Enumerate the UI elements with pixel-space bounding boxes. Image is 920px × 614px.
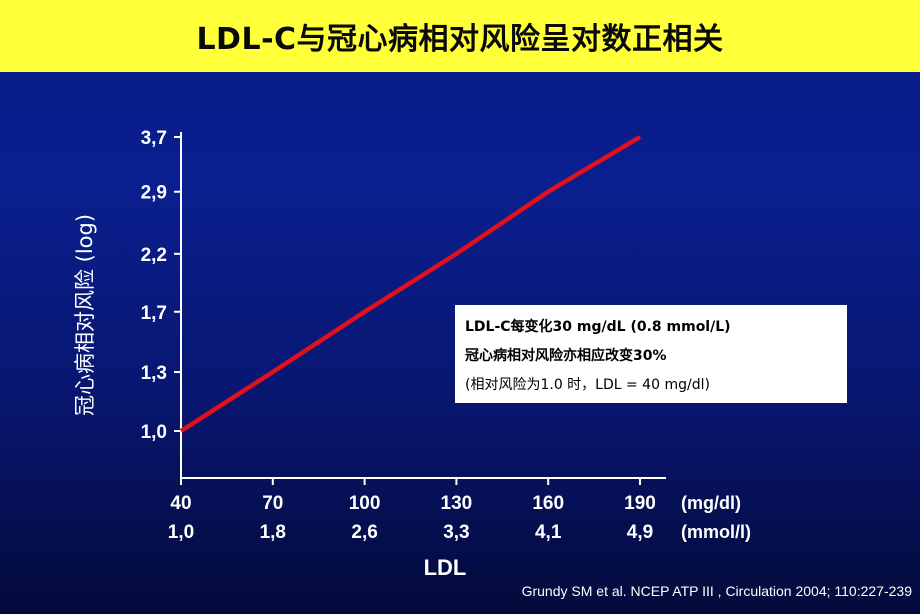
y-tick-label: 1,7 bbox=[141, 303, 167, 324]
y-tick-label: 2,9 bbox=[141, 183, 167, 204]
annotation-line-2: 冠心病相对风险亦相应改变30% bbox=[465, 348, 667, 364]
x-tick-label-mmol: 1,0 bbox=[168, 522, 194, 543]
x-tick-label-mgdl: 100 bbox=[349, 493, 381, 514]
annotation-box: LDL-C每变化30 mg/dL (0.8 mmol/L) 冠心病相对风险亦相应… bbox=[455, 305, 847, 403]
y-axis-title: 冠心病相对风险 (log) bbox=[73, 214, 97, 416]
x-tick-label-mmol: 4,9 bbox=[627, 522, 653, 543]
x-tick-label-mmol: 2,6 bbox=[351, 522, 377, 543]
y-tick-label: 3,7 bbox=[141, 128, 167, 149]
y-axis: 1,0 1,3 1,7 2,2 2,9 3,7 bbox=[141, 128, 182, 478]
x-tick-label-mgdl: 40 bbox=[170, 493, 191, 514]
x-tick-label-mmol: 3,3 bbox=[443, 522, 469, 543]
citation: Grundy SM et al. NCEP ATP III , Circulat… bbox=[522, 583, 913, 599]
x-tick-label-mgdl: 130 bbox=[441, 493, 473, 514]
series-group bbox=[179, 135, 642, 433]
x-unit-mmol: (mmol/l) bbox=[681, 522, 751, 542]
x-tick-label-mmol: 1,8 bbox=[260, 522, 286, 543]
series-line bbox=[179, 135, 642, 433]
x-tick-label-mgdl: 70 bbox=[262, 493, 283, 514]
title-bar: LDL-C与冠心病相对风险呈对数正相关 bbox=[0, 0, 920, 72]
x-axis: 40 1,0 70 1,8 100 2,6 130 3,3 160 4,1 190 4,9 bbox=[168, 477, 666, 543]
x-tick-label-mgdl: 160 bbox=[532, 493, 564, 514]
annotation-line-1: LDL-C每变化30 mg/dL (0.8 mmol/L) bbox=[465, 319, 731, 335]
page-title: LDL-C与冠心病相对风险呈对数正相关 bbox=[196, 22, 724, 57]
x-tick-label-mmol: 4,1 bbox=[535, 522, 562, 543]
x-tick-label-mgdl: 190 bbox=[624, 493, 656, 514]
annotation-line-3: (相对风险为1.0 时，LDL = 40 mg/dl) bbox=[465, 377, 710, 393]
y-tick-label: 1,0 bbox=[141, 422, 167, 443]
x-unit-mgdl: (mg/dl) bbox=[681, 493, 741, 513]
x-axis-title: LDL bbox=[424, 555, 467, 580]
y-tick-label: 2,2 bbox=[141, 245, 167, 266]
y-tick-label: 1,3 bbox=[141, 363, 167, 384]
